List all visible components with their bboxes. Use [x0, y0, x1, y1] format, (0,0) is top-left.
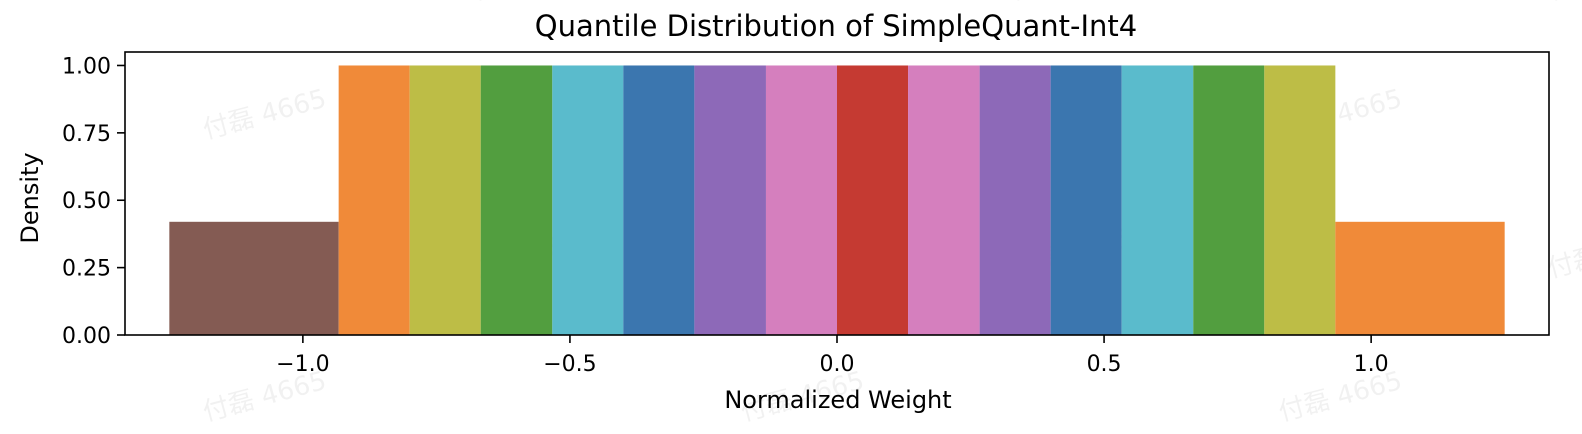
- y-tick-label: 0.00: [62, 324, 111, 349]
- bar: [480, 65, 553, 335]
- bar: [338, 65, 410, 335]
- bar: [169, 221, 339, 335]
- x-tick-label: −1.0: [276, 352, 329, 377]
- bar: [908, 65, 980, 335]
- bar: [552, 65, 624, 335]
- bar: [1335, 221, 1505, 335]
- bars: [169, 65, 1505, 335]
- watermark-text: 付磊 4665: [1544, 0, 1582, 7]
- bar: [409, 65, 481, 335]
- x-axis-label: Normalized Weight: [724, 386, 951, 414]
- watermark-text: 付磊 4665: [469, 0, 599, 7]
- bar: [1121, 65, 1194, 335]
- bar: [623, 65, 695, 335]
- bar: [765, 65, 837, 335]
- bar: [694, 65, 766, 335]
- bar: [837, 65, 909, 335]
- y-tick-label: 0.75: [62, 122, 111, 147]
- x-tick-label: 1.0: [1354, 352, 1389, 377]
- x-tick-label: 0.5: [1087, 352, 1122, 377]
- y-axis-label: Density: [16, 152, 44, 243]
- x-tick-label: −0.5: [543, 352, 596, 377]
- watermark-text: 付磊 4665: [1007, 0, 1137, 7]
- watermark-text: 付磊 4665: [200, 84, 330, 146]
- x-tick-label: 0.0: [820, 352, 855, 377]
- y-tick-label: 0.25: [62, 257, 111, 282]
- bar: [1193, 65, 1265, 335]
- chart-title: Quantile Distribution of SimpleQuant-Int…: [535, 9, 1137, 43]
- bar: [979, 65, 1051, 335]
- y-tick-label: 1.00: [62, 54, 111, 79]
- watermark-text: 付磊 4665: [1544, 223, 1582, 285]
- bar: [1050, 65, 1122, 335]
- bar: [1264, 65, 1336, 335]
- y-axis-ticks: 0.00 0.25 0.50 0.75 1.00: [62, 54, 125, 349]
- y-tick-label: 0.50: [62, 189, 111, 214]
- x-axis-ticks: −1.0 −0.5 0.0 0.5 1.0: [276, 335, 1389, 377]
